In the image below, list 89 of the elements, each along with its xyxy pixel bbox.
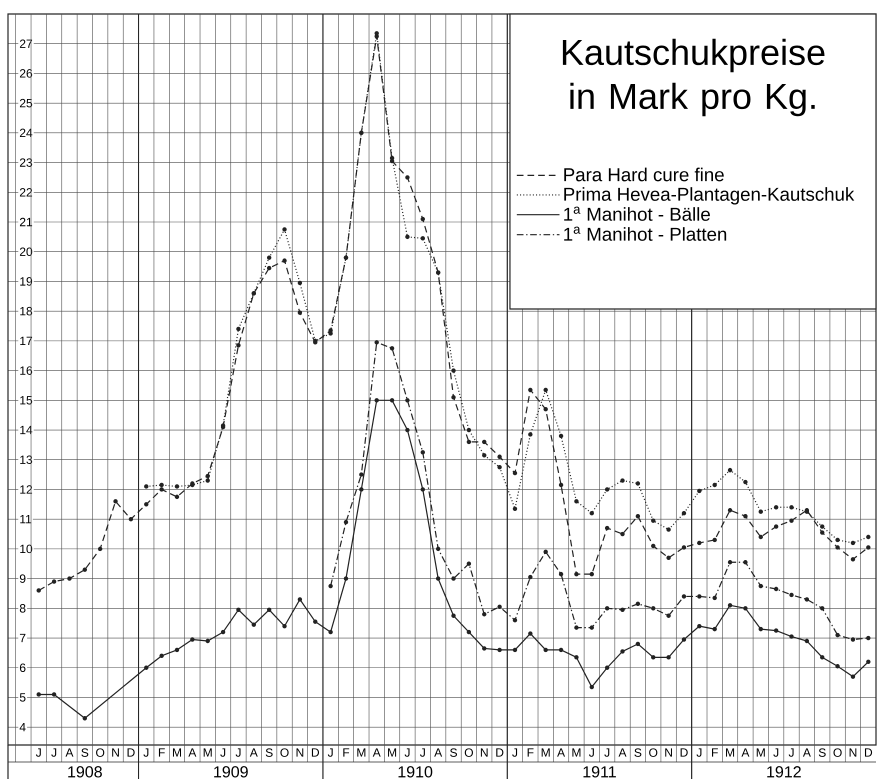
x-tick-label: A <box>802 748 811 757</box>
x-tick-label: S <box>81 748 88 757</box>
x-tick-label: J <box>236 748 241 757</box>
x-tick-label: J <box>420 748 425 757</box>
x-tick-label: J <box>604 748 610 757</box>
x-tick-label: M <box>357 748 366 757</box>
y-tick-label: 27 <box>20 40 32 48</box>
x-tick-label: J <box>404 748 410 757</box>
text: 1911 <box>583 766 616 778</box>
x-tick-label: J <box>220 748 226 757</box>
legend-label: Prima Hevea-Plantagen-Kautschuk <box>564 187 854 205</box>
x-tick-label: N <box>480 748 488 757</box>
y-tick-label: 24 <box>20 128 32 138</box>
y-tick-label: 12 <box>20 485 32 494</box>
x-tick-label: O <box>649 748 658 757</box>
x-tick-label: J <box>773 748 778 757</box>
x-tick-label: M <box>572 748 580 757</box>
x-tick-label: D <box>312 748 320 757</box>
y-tick-label: 6 <box>20 663 26 672</box>
x-tick-label: M <box>204 748 212 757</box>
x-tick-label: M <box>756 748 765 757</box>
y-tick-label: 26 <box>20 69 32 78</box>
x-tick-label: A <box>741 748 750 757</box>
y-tick-label: 21 <box>20 218 32 226</box>
y-tick-label: 11 <box>20 515 32 524</box>
x-tick-label: N <box>850 748 856 757</box>
text: Kautschukpreise in Mark pro Kg. <box>562 38 824 116</box>
text: 1909 <box>214 766 248 778</box>
x-tick-label: M <box>726 748 734 757</box>
x-tick-label: O <box>96 748 104 757</box>
x-tick-label: J <box>51 748 56 757</box>
x-tick-label: D <box>496 748 504 757</box>
y-tick-label: 16 <box>20 366 32 375</box>
x-tick-label: J <box>788 748 794 757</box>
x-tick-label: F <box>343 748 350 757</box>
legend-label: Para Hard cure fine <box>564 168 724 182</box>
x-tick-label: S <box>634 748 642 757</box>
x-tick-label: A <box>557 748 566 757</box>
y-tick-label: 10 <box>20 544 32 554</box>
y-tick-label: 5 <box>20 693 26 702</box>
x-tick-label: N <box>665 748 672 757</box>
x-tick-label: F <box>712 748 718 757</box>
x-tick-label: S <box>818 748 826 757</box>
y-tick-label: 14 <box>20 426 32 434</box>
y-tick-label: 18 <box>20 306 32 316</box>
x-tick-label: J <box>36 748 41 757</box>
legend-label: 1$^{a}$ Manihot - Platten <box>564 226 726 241</box>
x-tick-label: O <box>464 748 473 757</box>
y-tick-label: 15 <box>20 396 32 404</box>
text: 1908 <box>68 766 102 778</box>
x-tick-label: O <box>280 748 289 757</box>
x-tick-label: J <box>512 748 518 757</box>
x-tick-label: F <box>158 748 165 757</box>
y-tick-label: 17 <box>20 336 32 345</box>
x-tick-label: D <box>128 748 135 757</box>
x-tick-label: D <box>680 748 688 757</box>
x-tick-label: F <box>528 748 534 757</box>
x-tick-label: J <box>143 748 148 757</box>
x-tick-label: A <box>65 748 74 757</box>
x-tick-label: A <box>188 748 196 757</box>
y-tick-label: 13 <box>20 455 32 464</box>
y-tick-label: 4 <box>20 723 26 732</box>
x-tick-label: S <box>266 748 273 757</box>
y-tick-label: 23 <box>20 158 32 167</box>
y-tick-label: 8 <box>20 604 26 613</box>
y-tick-label: 20 <box>20 247 32 256</box>
y-tick-label: 7 <box>20 634 26 642</box>
x-tick-label: J <box>696 748 702 757</box>
x-tick-label: N <box>296 748 304 757</box>
x-tick-label: M <box>172 748 182 757</box>
x-tick-label: J <box>588 748 594 757</box>
text: 1912 <box>767 766 801 778</box>
x-tick-label: S <box>450 748 457 757</box>
legend-label: 1$^{a}$ Manihot - Bälle <box>564 206 710 221</box>
x-tick-label: A <box>250 748 258 757</box>
x-tick-label: J <box>328 748 333 757</box>
y-tick-label: 9 <box>20 574 26 583</box>
x-tick-label: A <box>618 748 626 757</box>
y-tick-label: 22 <box>20 188 32 196</box>
x-tick-label: N <box>112 748 119 757</box>
x-tick-label: O <box>833 748 842 757</box>
x-tick-label: D <box>864 748 872 757</box>
x-tick-label: M <box>388 748 396 757</box>
x-tick-label: A <box>372 748 381 757</box>
x-tick-label: M <box>542 748 550 757</box>
x-tick-label: A <box>434 748 442 757</box>
text: 1910 <box>398 766 432 778</box>
y-tick-label: 19 <box>20 277 32 286</box>
y-tick-label: 25 <box>20 98 32 108</box>
